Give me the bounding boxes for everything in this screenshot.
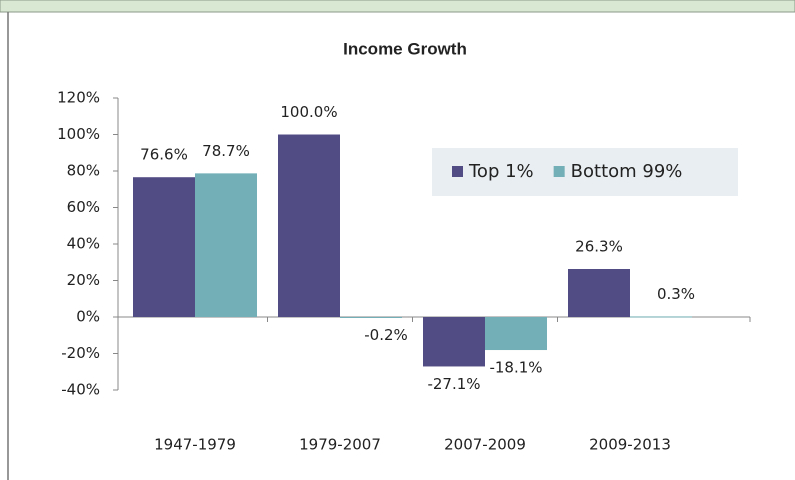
bar <box>630 316 692 318</box>
data-label: 100.0% <box>280 103 337 121</box>
x-tick-label: 2009-2013 <box>589 436 671 454</box>
y-tick-label: -40% <box>61 381 100 399</box>
data-label: -27.1% <box>427 375 480 393</box>
y-tick-label: 0% <box>76 308 100 326</box>
bar <box>278 134 340 317</box>
bar <box>195 173 257 317</box>
top-strip <box>0 0 795 13</box>
legend-label: Bottom 99% <box>571 161 683 182</box>
legend-swatch <box>452 166 463 177</box>
y-tick-label: 100% <box>57 125 100 143</box>
y-tick-label: 60% <box>67 198 100 216</box>
y-tick-label: 20% <box>67 271 100 289</box>
data-label: 78.7% <box>202 142 250 160</box>
legend-box <box>432 148 738 196</box>
data-label: -0.2% <box>364 326 408 344</box>
x-tick-label: 1947-1979 <box>154 436 236 454</box>
bar <box>485 317 547 351</box>
y-tick-label: 120% <box>57 89 100 107</box>
data-label: -18.1% <box>489 359 542 377</box>
legend-label: Top 1% <box>468 161 534 182</box>
y-tick-label: 40% <box>67 235 100 253</box>
data-label: 76.6% <box>140 146 188 164</box>
data-label: 0.3% <box>657 285 695 303</box>
bar <box>133 177 195 317</box>
bar <box>568 269 630 317</box>
x-tick-label: 2007-2009 <box>444 436 526 454</box>
legend-swatch <box>553 166 565 177</box>
y-tick-label: 80% <box>67 162 100 180</box>
x-tick-label: 1979-2007 <box>299 436 381 454</box>
chart-title: Income Growth <box>343 39 467 58</box>
data-label: 26.3% <box>575 238 623 256</box>
bar <box>423 317 485 367</box>
y-tick-label: -20% <box>61 344 100 362</box>
bar <box>340 317 402 318</box>
